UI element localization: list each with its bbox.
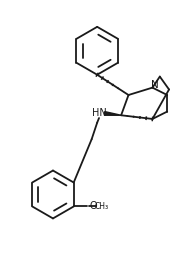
Polygon shape [104,112,121,115]
Text: CH₃: CH₃ [94,202,108,211]
Text: HN: HN [92,108,106,118]
Text: O: O [89,202,97,211]
Text: N: N [151,80,159,90]
